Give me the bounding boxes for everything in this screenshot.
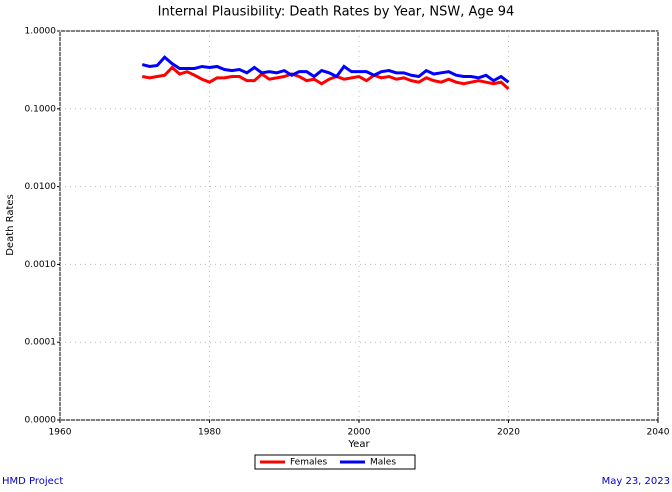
y-tick-label: 0.1000 (25, 104, 57, 114)
chart-title: Internal Plausibility: Death Rates by Ye… (158, 5, 515, 20)
x-tick-label: 2020 (497, 428, 520, 438)
y-tick-label: 0.0100 (25, 182, 57, 192)
x-axis-label: Year (347, 439, 370, 450)
x-tick-label: 2000 (348, 428, 371, 438)
legend-label: Males (370, 458, 396, 468)
y-tick-label: 1.0000 (25, 27, 57, 37)
legend-label: Females (290, 458, 328, 468)
y-tick-label: 0.0010 (25, 260, 57, 270)
date-note: May 23, 2023 (602, 476, 670, 487)
x-tick-label: 2040 (647, 428, 670, 438)
series-line (141, 65, 510, 91)
y-axis-label: Death Rates (5, 194, 16, 256)
y-tick-label: 0.0001 (25, 338, 57, 348)
series-line (141, 55, 510, 84)
y-tick-label: 0.0000 (25, 416, 57, 426)
x-tick-label: 1960 (49, 428, 72, 438)
source-note: HMD Project (2, 476, 63, 487)
legend-box (254, 454, 416, 470)
x-tick-label: 1980 (198, 428, 221, 438)
